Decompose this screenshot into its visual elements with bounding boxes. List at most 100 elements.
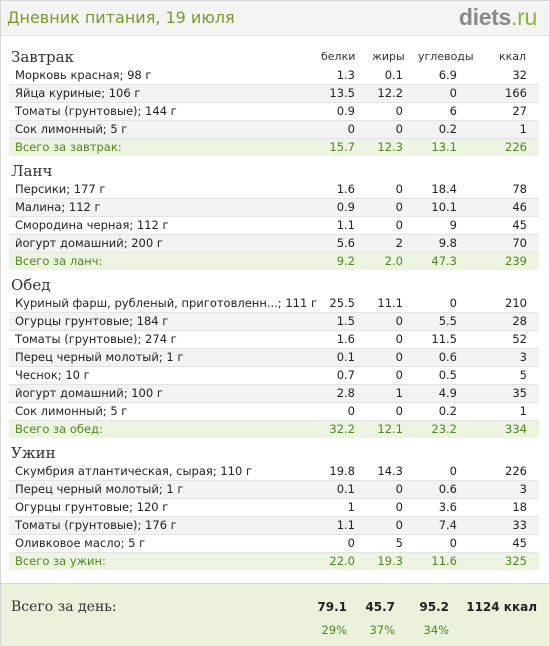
- kcal-value: 5: [519, 368, 527, 382]
- kcal-value: 45: [512, 536, 527, 550]
- food-row: Малина; 112 г 0.9 0 10.1 46: [9, 199, 539, 217]
- fat-value: 14.3: [377, 464, 403, 478]
- fat-value: 0: [395, 332, 403, 346]
- food-name: Всего за ланч:: [15, 254, 103, 268]
- food-name: Огурцы грунтовые; 120 г: [15, 500, 169, 514]
- carbs-value: 0.2: [438, 404, 457, 418]
- fat-value: 0: [395, 218, 403, 232]
- day-carbs: 95.2: [419, 600, 449, 614]
- header-bar: Дневник питания, 19 июля diets.ru: [1, 1, 549, 36]
- column-header-fat: жиры: [372, 50, 405, 63]
- carbs-value: 23.2: [431, 422, 457, 436]
- carbs-value: 0.2: [438, 122, 457, 136]
- protein-value: 5.6: [336, 236, 355, 250]
- fat-value: 12.3: [377, 140, 403, 154]
- carbs-value: 5.5: [438, 314, 457, 328]
- protein-value: 22.0: [329, 554, 355, 568]
- kcal-value: 3: [519, 482, 527, 496]
- carbs-value: 0.6: [438, 350, 457, 364]
- kcal-value: 27: [512, 104, 527, 118]
- fat-value: 5: [395, 536, 403, 550]
- carbs-value: 0.5: [438, 368, 457, 382]
- fat-value: 0: [395, 404, 403, 418]
- site-logo[interactable]: diets.ru: [459, 4, 537, 31]
- kcal-value: 1: [519, 122, 527, 136]
- fat-value: 0: [395, 122, 403, 136]
- food-name: Перец черный молотый; 1 г: [15, 482, 184, 496]
- kcal-value: 226: [505, 140, 527, 154]
- kcal-value: 32: [512, 68, 527, 82]
- food-name: Чеснок; 10 г: [15, 368, 90, 382]
- day-fat: 45.7: [365, 600, 395, 614]
- day-total-label: Всего за день:: [11, 599, 117, 615]
- fat-value: 0: [395, 500, 403, 514]
- carbs-value: 10.1: [431, 200, 457, 214]
- page-title: Дневник питания, 19 июля: [7, 8, 235, 27]
- food-row: Сок лимонный; 5 г 0 0 0.2 1: [9, 121, 539, 139]
- kcal-value: 210: [505, 296, 527, 310]
- food-row: Чеснок; 10 г 0.7 0 0.5 5: [9, 367, 539, 385]
- food-row: Смородина черная; 112 г 1.1 0 9 45: [9, 217, 539, 235]
- protein-value: 1.6: [336, 182, 355, 196]
- protein-value: 19.8: [329, 464, 355, 478]
- day-carbs-pct: 34%: [423, 623, 449, 637]
- food-name: Куриный фарш, рубленый, приготовленн...;…: [15, 296, 317, 310]
- protein-value: 0.1: [336, 350, 355, 364]
- protein-value: 0.9: [336, 104, 355, 118]
- food-name: Скумбрия атлантическая, сырая; 110 г: [15, 464, 252, 478]
- food-row: Яйца куриные; 106 г 13.5 12.2 0 166: [9, 85, 539, 103]
- section-title: Ланч: [11, 162, 53, 180]
- carbs-value: 6.9: [438, 68, 457, 82]
- meal-section: Ланч Персики; 177 г 1.6 0 18.4 78 Малина; 112 …: [1, 159, 549, 270]
- carbs-value: 0: [449, 296, 457, 310]
- kcal-value: 45: [512, 218, 527, 232]
- section-header: Завтрак белки жиры углеводы ккал: [1, 45, 549, 67]
- section-header: Обед: [1, 273, 549, 295]
- food-name: Морковь красная; 98 г: [15, 68, 152, 82]
- logo-tld: .ru: [511, 4, 537, 30]
- protein-value: 32.2: [329, 422, 355, 436]
- protein-value: 9.2: [336, 254, 355, 268]
- protein-value: 0: [347, 122, 355, 136]
- kcal-value: 33: [512, 518, 527, 532]
- food-name: Оливковое масло; 5 г: [15, 536, 146, 550]
- kcal-value: 1: [519, 404, 527, 418]
- fat-value: 0: [395, 482, 403, 496]
- protein-value: 1.1: [336, 518, 355, 532]
- food-name: Огурцы грунтовые; 184 г: [15, 314, 169, 328]
- carbs-value: 7.4: [438, 518, 457, 532]
- meal-total-row: Всего за обед: 32.2 12.1 23.2 334: [9, 421, 539, 438]
- protein-value: 1.3: [336, 68, 355, 82]
- food-row: Оливковое масло; 5 г 0 5 0 45: [9, 535, 539, 553]
- food-name: Всего за завтрак:: [15, 140, 122, 154]
- fat-value: 2.0: [384, 254, 403, 268]
- carbs-value: 18.4: [431, 182, 457, 196]
- food-row: Морковь красная; 98 г 1.3 0.1 6.9 32: [9, 67, 539, 85]
- protein-value: 13.5: [329, 86, 355, 100]
- protein-value: 1.1: [336, 218, 355, 232]
- day-total: Всего за день: 79.1 45.7 95.2 1124 ккал …: [1, 583, 549, 646]
- food-name: йогурт домашний; 200 г: [15, 236, 163, 250]
- kcal-value: 52: [512, 332, 527, 346]
- carbs-value: 13.1: [431, 140, 457, 154]
- food-row: Томаты (грунтовые); 144 г 0.9 0 6 27: [9, 103, 539, 121]
- section-title: Завтрак: [11, 48, 74, 66]
- day-fat-pct: 37%: [369, 623, 395, 637]
- meal-total-row: Всего за завтрак: 15.7 12.3 13.1 226: [9, 139, 539, 156]
- food-row: Сок лимонный; 5 г 0 0 0.2 1: [9, 403, 539, 421]
- column-header-kcal: ккал: [499, 50, 527, 63]
- day-protein-pct: 29%: [321, 623, 347, 637]
- protein-value: 0.7: [336, 368, 355, 382]
- day-protein: 79.1: [317, 600, 347, 614]
- food-name: Перец черный молотый; 1 г: [15, 350, 184, 364]
- fat-value: 0: [395, 104, 403, 118]
- food-row: Огурцы грунтовые; 120 г 1 0 3.6 18: [9, 499, 539, 517]
- protein-value: 1.5: [336, 314, 355, 328]
- food-name: Всего за обед:: [15, 422, 103, 436]
- fat-value: 0.1: [384, 68, 403, 82]
- column-header-protein: белки: [321, 50, 356, 63]
- carbs-value: 0: [449, 464, 457, 478]
- food-name: йогурт домашний; 100 г: [15, 386, 163, 400]
- fat-value: 0: [395, 368, 403, 382]
